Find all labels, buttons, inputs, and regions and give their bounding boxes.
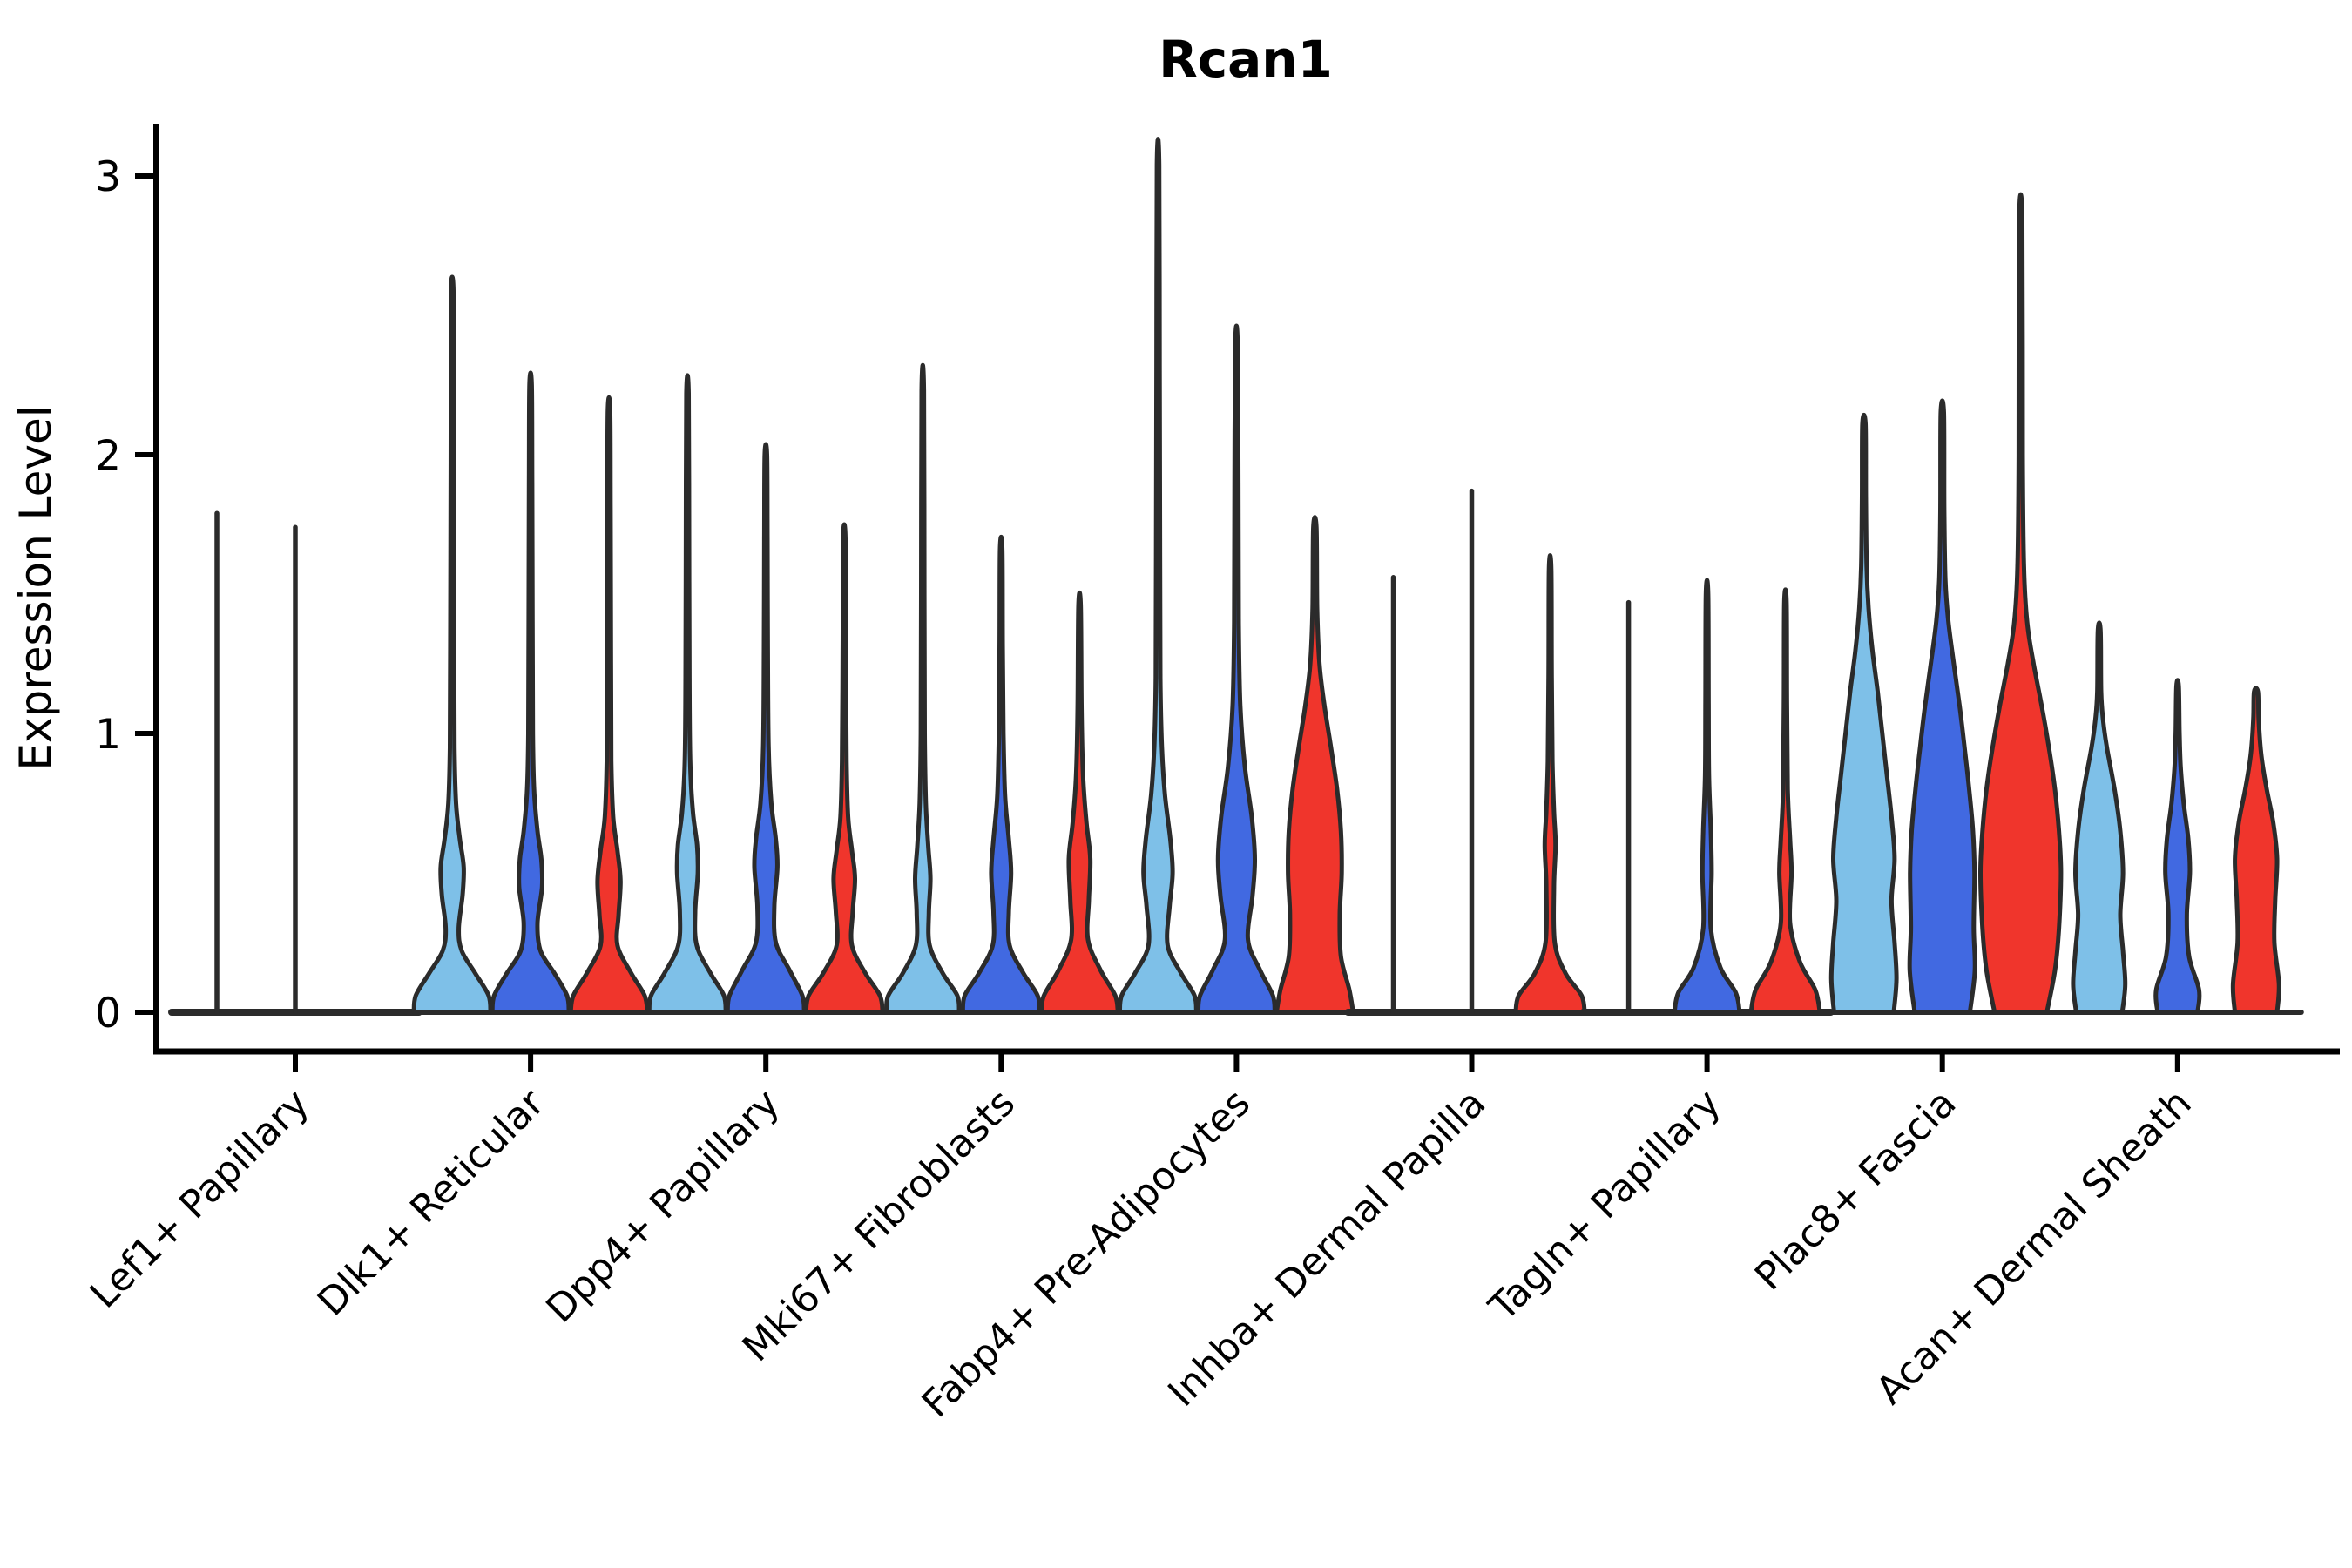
y-tick-label-0: 0 [95,990,121,1037]
violin-tagln-papillary-s2 [1672,578,1742,1015]
violin-dlk1-reticular-s3 [568,395,650,1015]
x-tick-label-lef1-papillary: Lef1+ Papillary [82,1081,318,1317]
violin-acan-dermal-sheath-s1 [2071,620,2128,1015]
x-tick-label-tagln-papillary: Tagln+ Papillary [1480,1081,1729,1330]
violin-dpp4-papillary-s2 [725,442,807,1015]
chart-title: Rcan1 [1159,30,1333,89]
violin-dlk1-reticular-s1 [411,274,493,1015]
violin-plac8-fascia-s3 [1978,192,2064,1015]
violins-layer [168,137,2304,1016]
violin-tagln-papillary-s3 [1748,587,1822,1015]
violin-dpp4-papillary-s1 [646,373,728,1015]
violin-fabp4-pre-adipocytes-s2 [1195,323,1277,1015]
violin-fabp4-pre-adipocytes-s3 [1274,515,1355,1015]
violin-fabp4-pre-adipocytes-s1 [1117,137,1199,1015]
x-tick-label-plac8-fascia: Plac8+ Fascia [1747,1081,1965,1300]
violin-mki67-fibroblasts-s2 [960,534,1042,1015]
y-tick-label-2: 2 [95,432,121,480]
violin-acan-dermal-sheath-s2 [2153,678,2202,1015]
violin-mki67-fibroblasts-s3 [1038,590,1120,1015]
y-axis-label: Expression Level [10,405,61,770]
violin-mki67-fibroblasts-s1 [884,363,962,1015]
x-tick-label-dpp4-papillary: Dpp4+ Papillary [537,1081,788,1332]
violin-dpp4-papillary-s3 [803,522,885,1015]
violin-plac8-fascia-s1 [1828,412,1899,1015]
x-tick-label-dlk1-reticular: Dlk1+ Reticular [309,1080,554,1325]
violin-plac8-fascia-s2 [1907,398,1977,1015]
y-tick-label-3: 3 [95,153,121,201]
violin-dlk1-reticular-s2 [490,370,571,1015]
violin-inhba-dermal-papilla-s3 [1513,553,1587,1015]
y-tick-label-1: 1 [95,711,121,759]
violin-acan-dermal-sheath-s3 [2230,686,2281,1015]
